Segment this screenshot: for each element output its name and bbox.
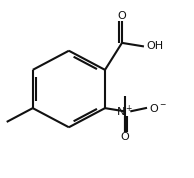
- Text: $\mathregular{O^-}$: $\mathregular{O^-}$: [149, 102, 167, 114]
- Text: O: O: [121, 132, 129, 142]
- Text: OH: OH: [147, 41, 164, 51]
- Text: $\mathregular{N^+}$: $\mathregular{N^+}$: [116, 104, 134, 119]
- Text: O: O: [118, 11, 126, 21]
